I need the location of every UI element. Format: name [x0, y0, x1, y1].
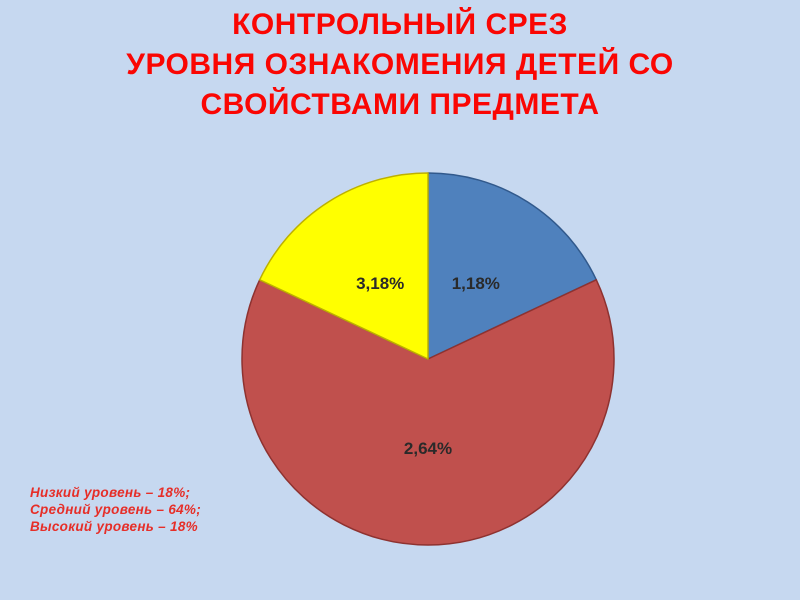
- pie-data-label: 1,18%: [452, 274, 500, 293]
- pie-data-label: 2,64%: [404, 439, 452, 458]
- legend-note: Низкий уровень – 18%; Средний уровень – …: [30, 484, 201, 535]
- slide-title: КОНТРОЛЬНЫЙ СРЕЗ УРОВНЯ ОЗНАКОМЕНИЯ ДЕТЕ…: [0, 5, 800, 125]
- pie-slice-Низкий уровень: [427, 172, 598, 360]
- pie-data-label: 3,18%: [356, 274, 404, 293]
- legend-note-line-low: Низкий уровень – 18%;: [30, 485, 191, 500]
- legend-note-line-mid: Средний уровень – 64%;: [30, 502, 202, 517]
- pie-slice-Средний уровень: [241, 279, 615, 546]
- pie-slice-Высокий уровень: [258, 172, 429, 360]
- legend-note-line-high: Высокий уровень – 18%: [30, 519, 198, 534]
- slide-title-line-1: КОНТРОЛЬНЫЙ СРЕЗ: [232, 8, 568, 41]
- slide-title-line-2: УРОВНЯ ОЗНАКОМЕНИЯ ДЕТЕЙ СО: [126, 48, 674, 81]
- slide-title-line-3: СВОЙСТВАМИ ПРЕДМЕТА: [200, 88, 600, 121]
